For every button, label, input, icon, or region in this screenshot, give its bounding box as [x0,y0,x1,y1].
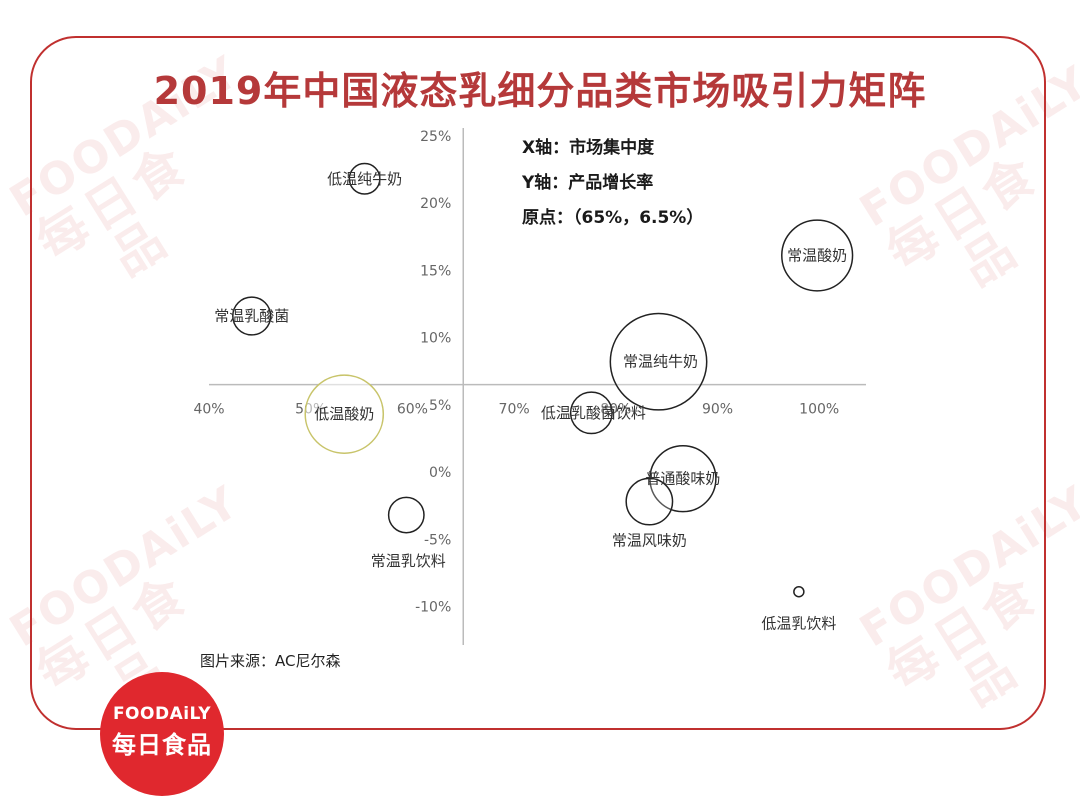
y-tick-label: -10% [415,600,451,616]
card-frame [30,36,1046,730]
bubble-label: 常温风味奶 [612,532,687,550]
y-tick-label: 5% [429,398,451,414]
bubble [387,496,425,534]
y-tick-label: 10% [420,331,451,347]
y-tick-label: 0% [429,465,451,481]
note-y-axis: Y轴：产品增长率 [522,173,654,193]
bubble [232,296,272,336]
bubble-label: 低温纯牛奶 [327,170,402,188]
bubble-label: 常温纯牛奶 [623,353,698,371]
x-tick-label: 80% [600,402,631,418]
y-tick-label: 15% [420,263,451,279]
bubble-label: 低温酸奶 [314,405,374,423]
bubble [569,391,613,435]
chart-title: 2019年中国液态乳细分品类市场吸引力矩阵 [153,69,927,113]
bubble [609,312,708,411]
foodaily-logo: FOODAiLY 每日食品 [100,672,224,796]
logo-text-en: FOODAiLY [112,704,212,724]
note-x-axis: X轴：市场集中度 [522,138,655,158]
x-tick-label: 60% [397,402,428,418]
x-tick-label: 100% [799,402,839,418]
note-origin: 原点：（65%，6.5%） [522,208,704,228]
bubble-label: 低温乳饮料 [761,615,836,633]
bubble-label: 普通酸味奶 [645,470,720,488]
bubble [625,477,674,526]
bubble [348,162,381,195]
bubble-label: 常温乳饮料 [371,552,446,570]
y-tick-label: -5% [424,532,451,548]
y-tick-label: 25% [420,129,451,145]
bubble-label: 常温乳酸菌 [214,307,289,325]
source-note: 图片来源：AC尼尔森 [200,652,341,670]
x-tick-label: 70% [499,402,530,418]
x-tick-label: 40% [193,402,224,418]
logo-text-cn: 每日食品 [112,731,212,759]
bubble-label: 低温乳酸菌饮料 [541,404,646,422]
bubble-label: 常温酸奶 [787,246,847,264]
bubble [781,219,854,292]
x-tick-label: 90% [702,402,733,418]
y-tick-label: 20% [420,196,451,212]
bubble [304,374,385,454]
bubble [793,585,805,598]
